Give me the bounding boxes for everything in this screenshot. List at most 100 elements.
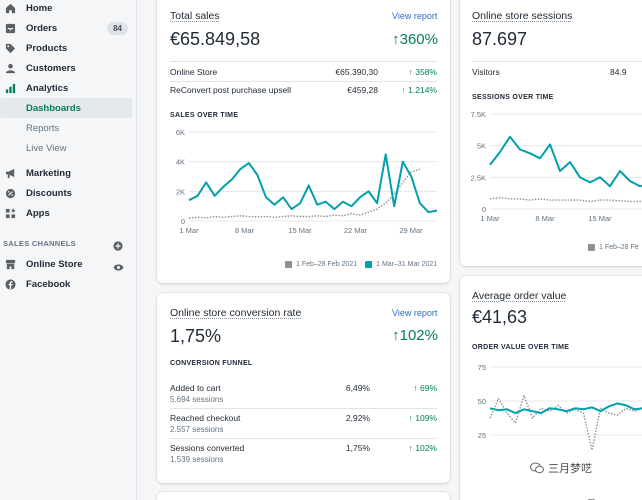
y-tick-label: 0 [181, 217, 185, 226]
legend-swatch-prev [588, 244, 595, 251]
sessions-over-time-caption: SESSIONS OVER TIME [472, 94, 554, 101]
reconvert-value: €459,28 [347, 85, 378, 95]
sidebar-item-facebook[interactable]: Facebook [0, 274, 132, 294]
y-tick-label: 0 [482, 205, 486, 214]
x-tick-label: 22 Mar [344, 226, 368, 235]
home-icon [4, 2, 16, 14]
sidebar-item-label: Home [26, 2, 53, 14]
funnel-step-change: ↑ 69% [413, 383, 437, 393]
legend-current-label: 1 Mar–31 Mar 2021 [376, 261, 438, 268]
funnel-step-sessions: 1.539 sessions [170, 455, 224, 464]
watermark-text: 三月梦呓 [548, 463, 592, 475]
total-sales-title[interactable]: Total sales [170, 10, 220, 22]
sidebar-item-products[interactable]: Products [0, 38, 132, 58]
funnel-step-label: Sessions converted [170, 443, 245, 453]
divider [170, 438, 437, 439]
sidebar-item-analytics[interactable]: Analytics [0, 78, 132, 98]
sidebar-item-label: Apps [26, 207, 50, 219]
view-report-link[interactable]: View report [392, 11, 438, 21]
conversion-card: Online store conversion rate View report… [157, 293, 450, 483]
y-tick-label: 75 [478, 363, 486, 372]
sales-channels-label: SALES CHANNELS [3, 239, 76, 248]
funnel-step-change-value: 69% [419, 383, 437, 393]
divider [170, 61, 437, 62]
funnel-step-sessions: 2.557 sessions [170, 425, 224, 434]
reconvert-change-value: 1.214% [408, 85, 437, 95]
sidebar-item-label: Dashboards [26, 102, 81, 114]
sidebar-item-apps[interactable]: Apps [0, 203, 132, 223]
divider [170, 81, 437, 82]
sidebar-item-online-store[interactable]: Online Store [0, 254, 132, 274]
x-tick-label: 1 Mar [179, 226, 199, 235]
sessions-over-time-chart: 7.5K 5K 2.5K 01 Mar 8 Mar 15 Mar [471, 110, 642, 223]
sidebar-item-orders[interactable]: Orders 84 [0, 18, 132, 38]
legend-swatch-current [365, 261, 373, 268]
y-tick-label: 25 [478, 431, 486, 440]
funnel-step-label: Reached checkout [170, 413, 241, 423]
funnel-step-change-value: 109% [415, 413, 437, 423]
y-tick-label: 6K [176, 128, 185, 137]
online-store-change: ↑ 358% [408, 67, 437, 77]
x-tick-label: 29 Mar [399, 226, 423, 235]
wechat-icon [530, 462, 544, 474]
facebook-icon [4, 278, 16, 290]
conversion-value: 1,75% [170, 326, 222, 346]
legend-swatch-prev [285, 261, 292, 268]
next-card [157, 492, 450, 500]
legend-swatch-prev [588, 493, 595, 500]
sidebar-item-discounts[interactable]: Discounts [0, 183, 132, 203]
sidebar-item-dashboards[interactable]: Dashboards [0, 98, 132, 118]
orders-count-badge: 84 [107, 21, 128, 35]
orders-icon [4, 22, 16, 34]
legend-prev-label: 1 Feb–28 Feb 2021 [296, 261, 358, 268]
add-channel-icon[interactable] [113, 238, 123, 256]
series-line-previous [188, 168, 421, 219]
apps-icon [4, 207, 16, 219]
sidebar-item-customers[interactable]: Customers [0, 58, 132, 78]
x-tick-label: 8 Mar [535, 214, 555, 223]
sidebar-item-label: Customers [26, 62, 76, 74]
total-sales-card: Total sales View report €65.849,58 ↑360%… [157, 0, 450, 283]
aov-card: Average order value €41,63 ORDER VALUE O… [460, 276, 642, 500]
sidebar-item-label: Online Store [26, 258, 83, 270]
series-line-previous [489, 196, 642, 203]
view-report-link[interactable]: View report [392, 308, 438, 318]
bar-chart-icon [4, 82, 16, 94]
sales-over-time-chart: 6K 4K 2K 01 Mar 8 Mar 15 Mar 22 Mar 29 Mar [176, 128, 438, 235]
conversion-title[interactable]: Online store conversion rate [170, 307, 302, 319]
sidebar-item-live-view[interactable]: Live View [0, 138, 132, 158]
watermark: 三月梦呓 [530, 460, 592, 476]
y-tick-label: 2.5K [471, 173, 486, 182]
divider [472, 61, 642, 62]
store-icon [4, 258, 16, 270]
conversion-change: ↑102% [392, 327, 438, 344]
sales-over-time-caption: SALES OVER TIME [170, 112, 239, 119]
series-line-current [188, 153, 438, 214]
sessions-card: Online store sessions 87.697 Visitors 84… [460, 0, 642, 266]
sidebar-item-home[interactable]: Home [0, 0, 132, 18]
person-icon [4, 62, 16, 74]
sessions-title[interactable]: Online store sessions [472, 10, 573, 22]
order-value-chart: 75 50 25 [478, 363, 642, 451]
eye-icon[interactable] [113, 259, 124, 277]
y-tick-label: 7.5K [471, 110, 486, 119]
aov-title[interactable]: Average order value [472, 290, 567, 302]
funnel-step-sessions: 5.694 sessions [170, 395, 224, 404]
sidebar-item-label: Marketing [26, 167, 71, 179]
sidebar-item-marketing[interactable]: Marketing [0, 163, 132, 183]
online-store-label: Online Store [170, 67, 218, 77]
funnel-step-label: Added to cart [170, 383, 221, 393]
reconvert-label: ReConvert post purchase upsell [170, 85, 291, 95]
total-sales-change-value: 360% [399, 31, 438, 48]
sidebar-item-reports[interactable]: Reports [0, 118, 132, 138]
x-tick-label: 8 Mar [235, 226, 255, 235]
funnel-step-rate: 2,92% [345, 413, 370, 423]
sidebar-item-label: Reports [26, 122, 60, 134]
y-tick-label: 5K [477, 142, 486, 151]
sidebar-item-label: Orders [26, 22, 58, 34]
funnel-step-change: ↑ 109% [408, 413, 437, 423]
megaphone-icon [4, 167, 16, 179]
x-tick-label: 15 Mar [288, 226, 312, 235]
total-sales-value: €65.849,58 [170, 29, 261, 49]
aov-value: €41,63 [472, 307, 528, 327]
